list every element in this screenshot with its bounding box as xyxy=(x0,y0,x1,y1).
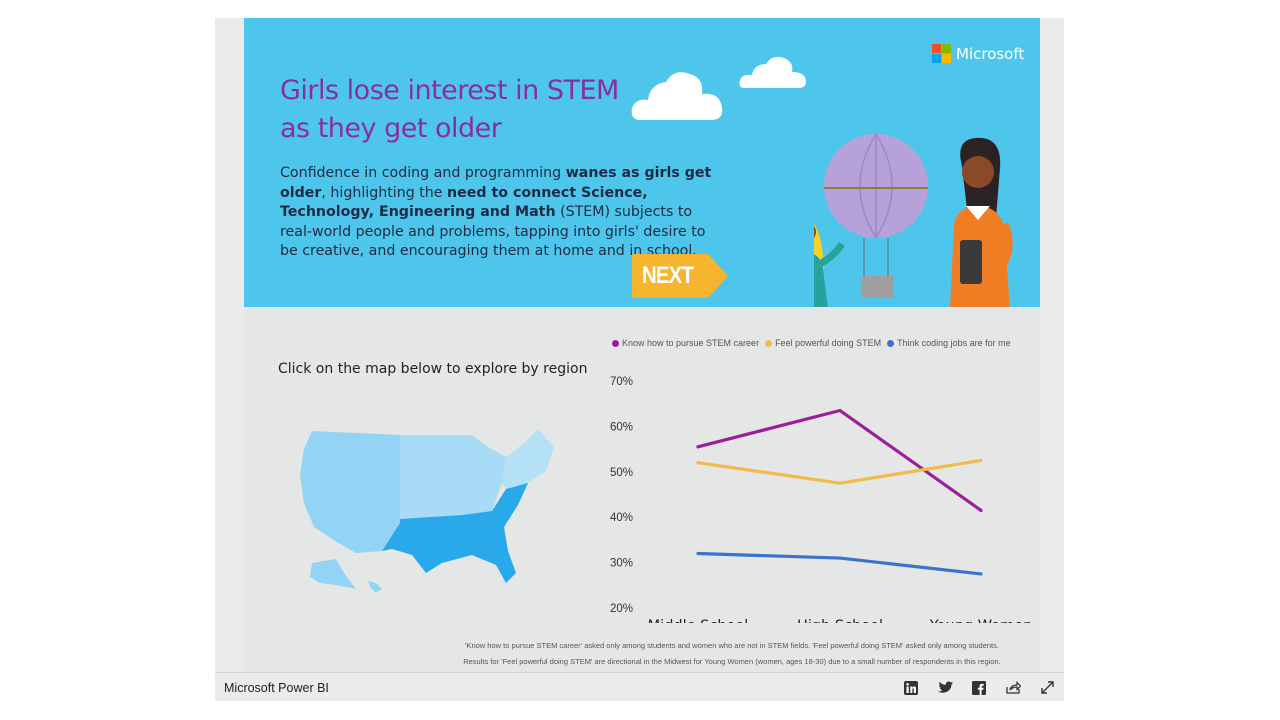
share-icon[interactable] xyxy=(996,673,1030,702)
legend-item[interactable]: Think coding jobs are for me xyxy=(887,338,1011,348)
y-tick-label: 60% xyxy=(610,421,633,433)
data-point[interactable] xyxy=(838,408,842,413)
data-point[interactable] xyxy=(979,572,983,576)
map-region-midwest[interactable] xyxy=(400,435,506,519)
legend-item[interactable]: Feel powerful doing STEM xyxy=(765,338,881,348)
map-region-west[interactable] xyxy=(300,431,400,553)
data-point[interactable] xyxy=(696,551,700,556)
cloud-icon xyxy=(739,56,806,88)
chart-legend: Know how to pursue STEM career Feel power… xyxy=(612,338,1011,348)
legend-dot-icon xyxy=(612,339,619,347)
legend-dot-icon xyxy=(765,339,773,347)
next-button[interactable]: NEXT xyxy=(632,254,728,298)
next-button-label: NEXT xyxy=(642,262,694,289)
data-point[interactable] xyxy=(696,461,700,465)
chart-footnote: 'Know how to pursue STEM career' asked o… xyxy=(434,638,1030,670)
intro-paragraph: Confidence in coding and programming wan… xyxy=(280,164,720,262)
expand-icon[interactable] xyxy=(1030,673,1064,702)
facebook-icon[interactable] xyxy=(962,673,996,702)
legend-item[interactable]: Know how to pursue STEM career xyxy=(612,338,759,348)
intro-paragraph-segment: need to connect Science, Technology, Eng… xyxy=(280,184,648,221)
intro-paragraph-segment: , highlighting the xyxy=(321,184,448,201)
map-region-northeast[interactable] xyxy=(502,429,554,489)
share-toolbar xyxy=(894,673,1064,702)
intro-paragraph-segment: wanes as girls get older xyxy=(280,165,712,201)
x-tick-label: Middle School xyxy=(648,618,749,623)
map-region-south[interactable] xyxy=(382,483,528,583)
map-region-hawaii[interactable] xyxy=(368,581,382,593)
header-banner: Girls lose interest in STEM as they get … xyxy=(244,18,1040,307)
next-arrow-icon xyxy=(632,254,728,298)
intro-paragraph-segment: (STEM) subjects to real-world people and… xyxy=(280,204,706,259)
data-point[interactable] xyxy=(979,508,983,512)
legend-dot-icon xyxy=(887,339,895,347)
y-tick-label: 70% xyxy=(610,376,633,388)
y-tick-label: 20% xyxy=(610,603,633,615)
data-point[interactable] xyxy=(696,445,700,449)
twitter-icon[interactable] xyxy=(928,673,962,702)
data-point[interactable] xyxy=(838,556,842,560)
y-tick-label: 40% xyxy=(610,512,633,524)
footnote-line1: 'Know how to pursue STEM career' asked o… xyxy=(465,641,999,650)
y-tick-label: 30% xyxy=(610,558,633,570)
cloud-icon xyxy=(631,72,723,120)
microsoft-logo: Microsoft xyxy=(932,44,1024,63)
legend-label: Think coding jobs are for me xyxy=(897,338,1011,348)
map-region-alaska[interactable] xyxy=(310,559,356,589)
microsoft-logo-icon xyxy=(932,44,951,63)
legend-label: Feel powerful doing STEM xyxy=(775,338,882,348)
y-tick-label: 50% xyxy=(610,467,633,479)
footnote-line2: Results for 'Feel powerful doing STEM' a… xyxy=(463,657,1001,666)
map-instruction: Click on the map below to explore by reg… xyxy=(278,361,588,377)
data-point[interactable] xyxy=(979,458,983,463)
report-canvas: Girls lose interest in STEM as they get … xyxy=(244,18,1040,672)
power-bi-embed-frame: Girls lose interest in STEM as they get … xyxy=(215,18,1064,701)
page-title-line2: as they get older xyxy=(280,113,502,144)
power-bi-footer-bar: Microsoft Power BI xyxy=(215,672,1064,701)
line-chart: 70% 60% 50% 40% 30% 20% Middle School High Scho… xyxy=(610,376,1033,623)
data-point[interactable] xyxy=(838,481,842,485)
girls-globe-illustration xyxy=(814,133,1013,307)
x-tick-label: High School xyxy=(797,618,883,623)
linkedin-icon[interactable] xyxy=(894,673,928,702)
microsoft-logo-text: Microsoft xyxy=(956,44,1025,63)
page-title-line1: Girls lose interest in STEM xyxy=(280,75,619,106)
x-tick-label: Young Women xyxy=(929,618,1033,623)
legend-label: Know how to pursue STEM career xyxy=(622,338,760,348)
intro-paragraph-segment: Confidence in coding and programming xyxy=(280,165,566,181)
series-line[interactable] xyxy=(697,408,982,512)
power-bi-brand-link[interactable]: Microsoft Power BI xyxy=(224,681,329,695)
us-region-map[interactable] xyxy=(292,423,564,598)
